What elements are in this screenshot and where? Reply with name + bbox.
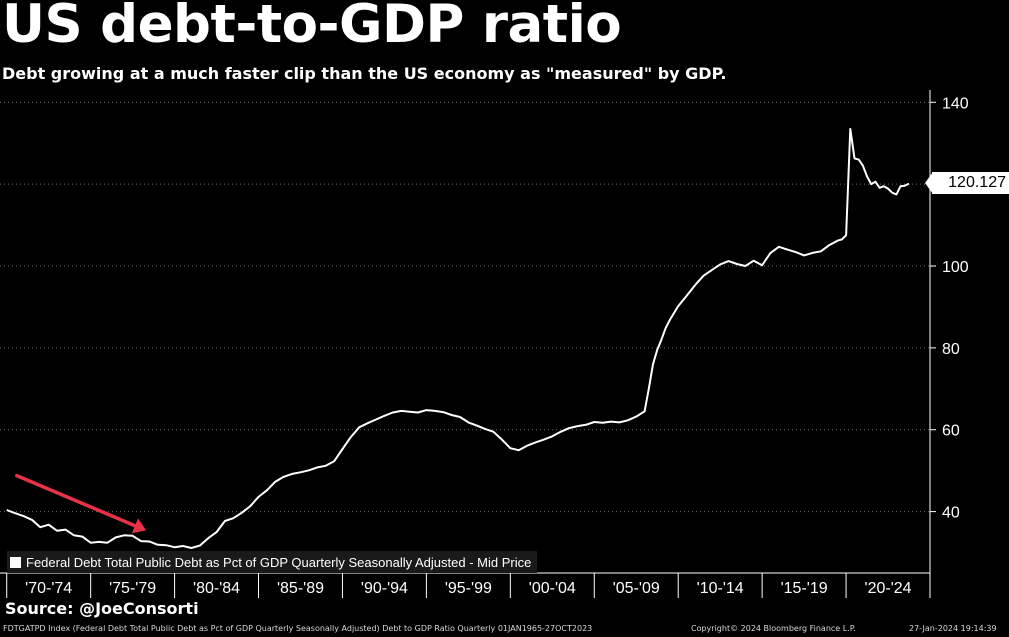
footer-index-description: FDTGATPD Index (Federal Debt Total Publi… bbox=[3, 624, 593, 633]
y-tick-label: 60 bbox=[942, 423, 960, 440]
x-tick-label: '70-'74 bbox=[25, 580, 72, 597]
x-tick-label: '80-'84 bbox=[193, 580, 240, 597]
legend-label: Federal Debt Total Public Debt as Pct of… bbox=[26, 554, 532, 570]
x-tick-label: '05-'09 bbox=[613, 580, 660, 597]
x-tick-label: '85-'89 bbox=[277, 580, 324, 597]
x-tick-label: '95-'99 bbox=[445, 580, 492, 597]
footer-copyright: Copyright© 2024 Bloomberg Finance L.P. bbox=[691, 624, 856, 633]
last-value-pointer bbox=[925, 172, 933, 194]
x-tick-label: '90-'94 bbox=[361, 580, 408, 597]
annotation-arrow-head bbox=[131, 518, 147, 534]
x-tick-label: '00-'04 bbox=[529, 580, 576, 597]
chart-title: US debt-to-GDP ratio bbox=[2, 0, 622, 55]
x-tick-label: '20-'24 bbox=[865, 580, 912, 597]
x-tick-label: '10-'14 bbox=[697, 580, 744, 597]
x-tick-label: '75-'79 bbox=[109, 580, 156, 597]
legend-swatch bbox=[10, 556, 21, 568]
last-value-label: 120.127 bbox=[932, 172, 1009, 194]
chart-subtitle: Debt growing at a much faster clip than … bbox=[2, 64, 727, 83]
annotation-arrow-shaft bbox=[15, 473, 137, 528]
footer-timestamp: 27-Jan-2024 19:14:39 bbox=[909, 624, 997, 633]
x-tick-label: '15-'19 bbox=[781, 580, 828, 597]
y-tick-label: 140 bbox=[942, 95, 969, 112]
debt-to-gdp-line bbox=[6, 127, 910, 549]
source-credit: Source: @JoeConsorti bbox=[5, 599, 199, 618]
y-tick-label: 40 bbox=[942, 505, 960, 522]
chart-legend: Federal Debt Total Public Debt as Pct of… bbox=[7, 551, 538, 573]
y-tick-label: 80 bbox=[942, 341, 960, 358]
y-tick-label: 100 bbox=[942, 259, 969, 276]
